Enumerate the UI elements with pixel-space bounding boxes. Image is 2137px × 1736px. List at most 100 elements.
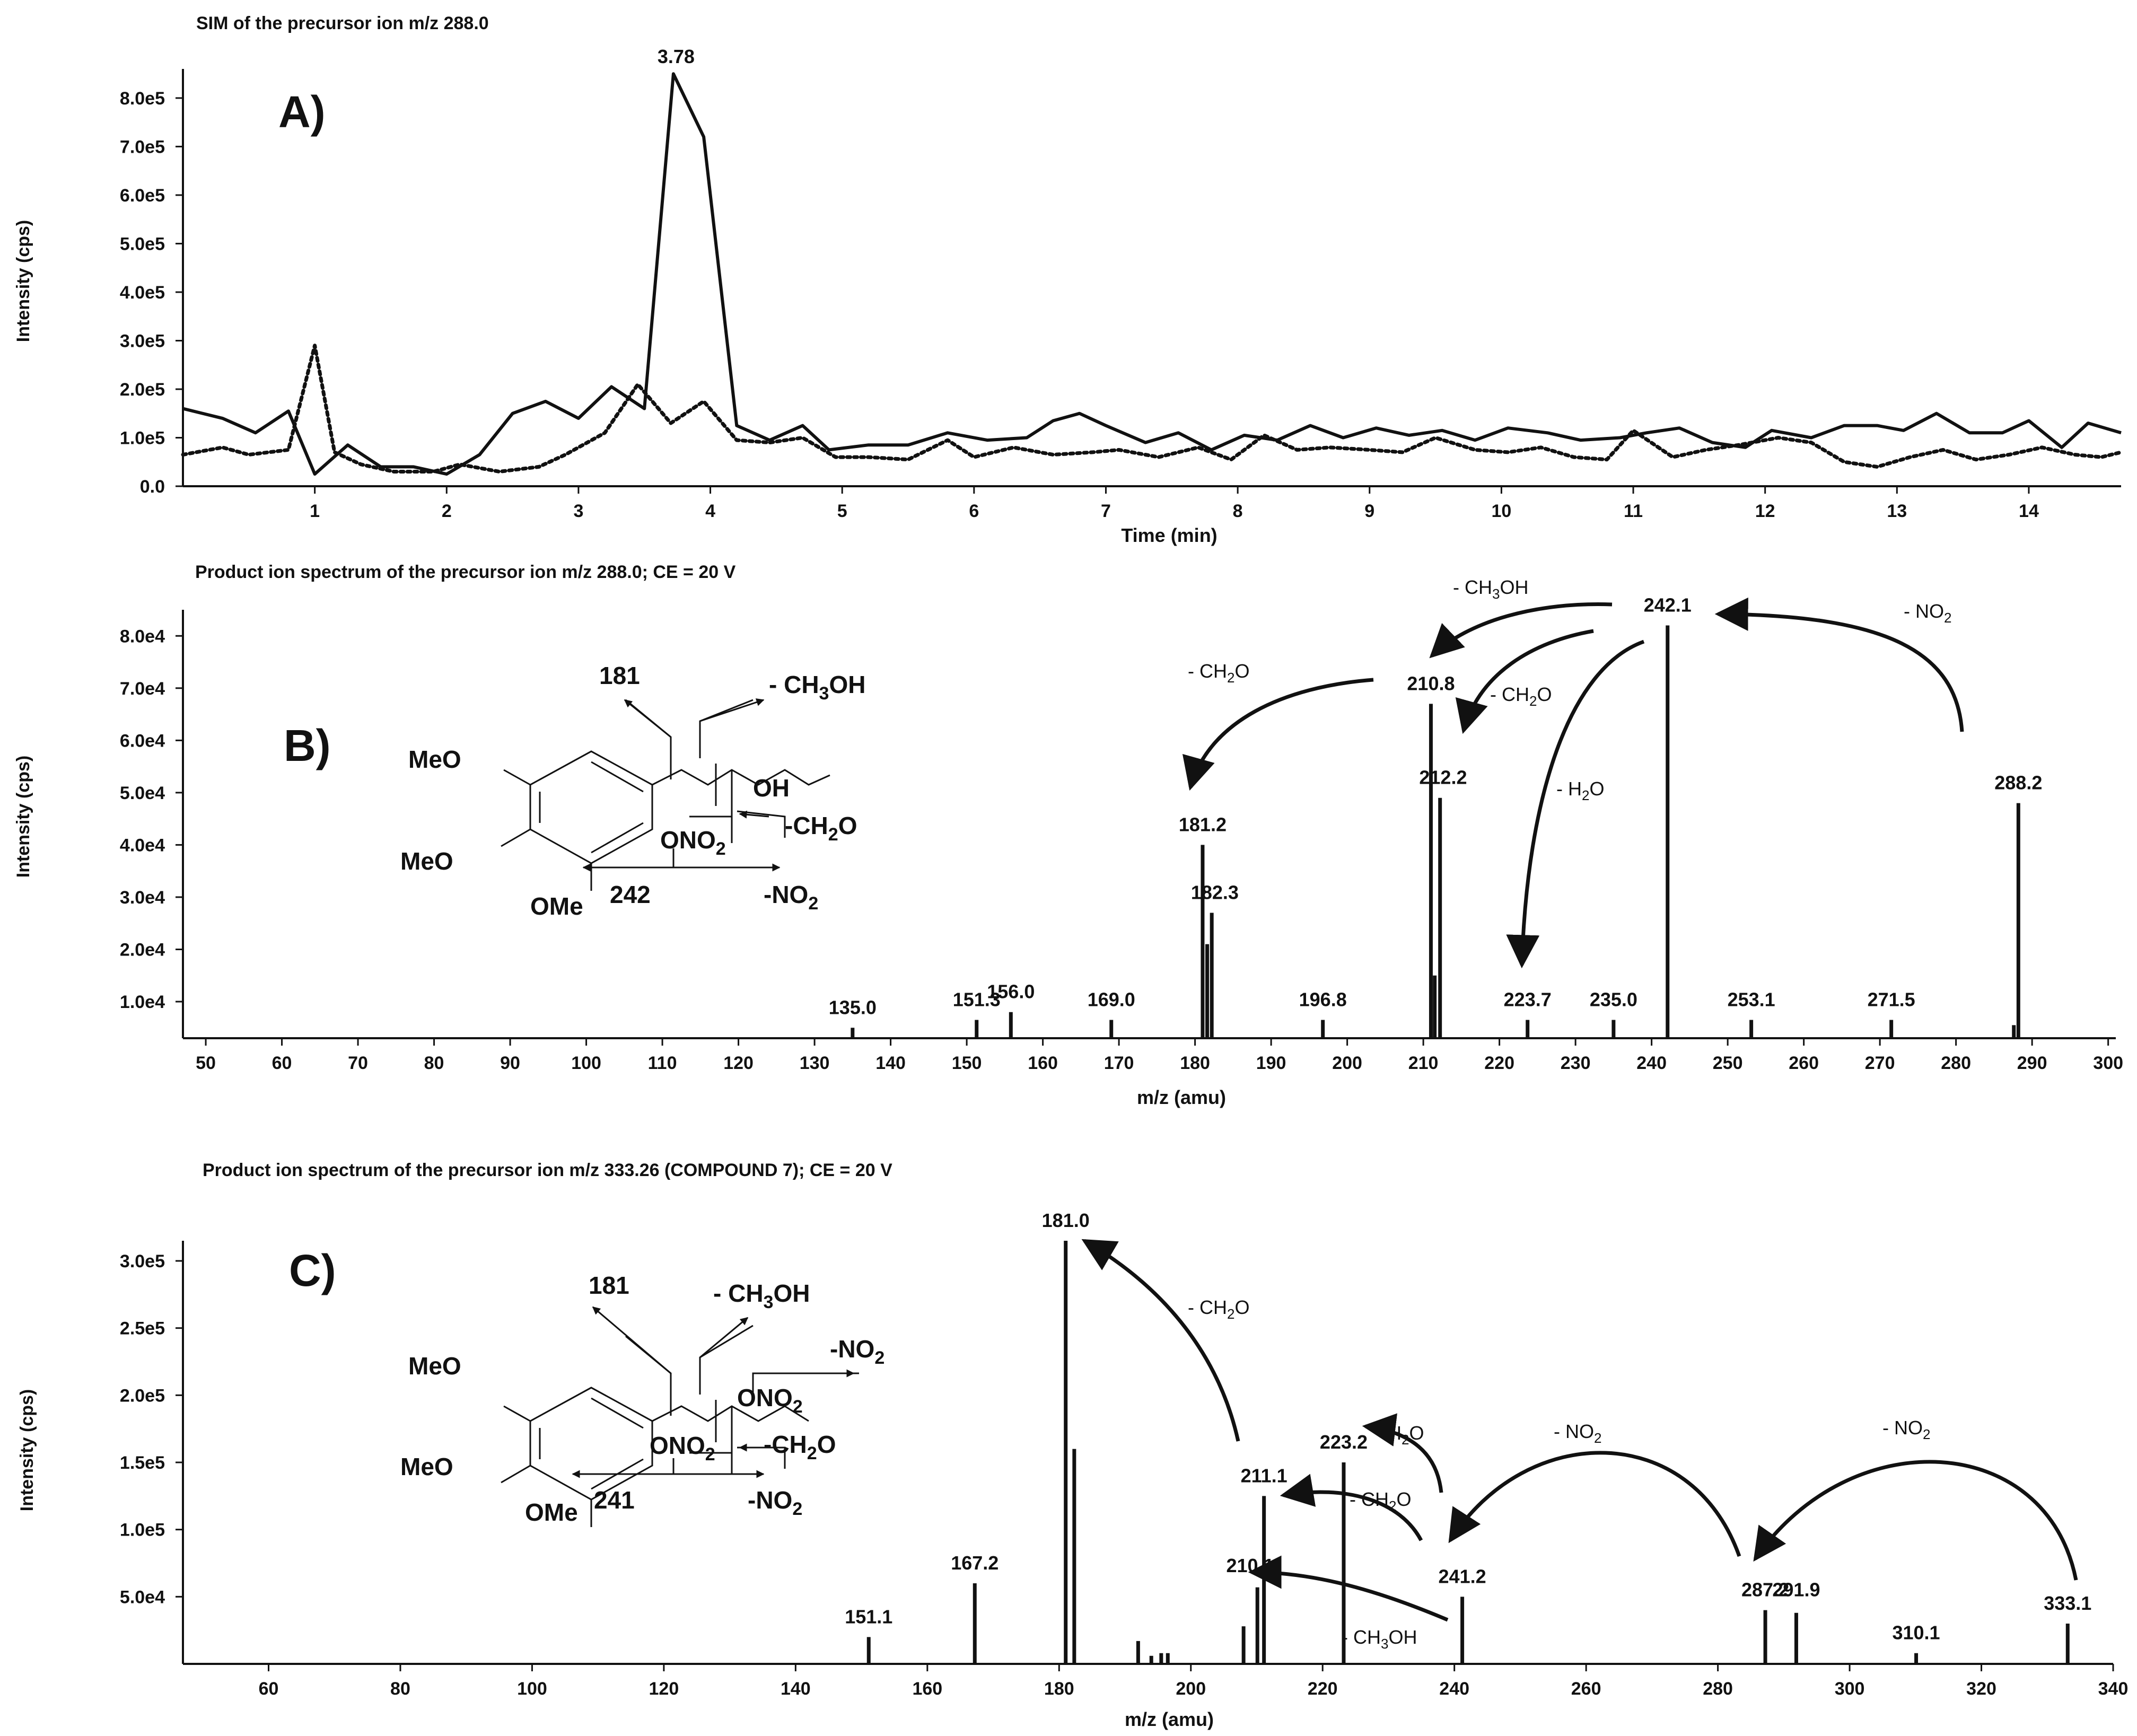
x-tick-label-b: 80: [424, 1053, 444, 1073]
panel-c-loss-arrows: [1081, 1239, 2078, 1622]
panel-c-ylabel: Intensity (cps): [17, 1389, 37, 1511]
panel-b-loss-labels: - CH3OH - NO2 - CH2O - CH2O - H2O: [1188, 576, 1951, 803]
loss-no2-structure-c: -NO2: [748, 1486, 802, 1519]
x-tick-label-b: 160: [1028, 1053, 1058, 1073]
y-tick-label-b: 6.0e4: [120, 731, 165, 751]
ono2-lower-c: ONO2: [650, 1432, 715, 1465]
peak-label: 210.8: [1407, 672, 1455, 694]
peak-label: 287.2: [1741, 1579, 1789, 1601]
panel-b-ylabel: Intensity (cps): [13, 756, 33, 878]
peak-label-a: 3.78: [658, 46, 695, 67]
x-tick-label-a: 8: [1233, 501, 1243, 521]
arrow-210-to-181-ch2o: [1183, 678, 1374, 791]
x-tick-label-c: 200: [1176, 1679, 1206, 1699]
meo-mid-c: MeO: [400, 1453, 453, 1480]
loss-ch3oh-structure-b: - CH3OH: [769, 671, 865, 704]
x-tick-label-c: 120: [649, 1679, 679, 1699]
panel-c-peaks: 151.1167.2181.0210.1211.1223.2241.2287.2…: [845, 1209, 2091, 1664]
y-tick-label-a: 2.0e5: [120, 380, 165, 400]
peak-label: 291.9: [1772, 1579, 1820, 1601]
arrow-241-to-211-ch2o: [1280, 1474, 1423, 1541]
y-tick-label-c: 5.0e4: [120, 1587, 165, 1607]
panel-c-label: C): [289, 1246, 336, 1295]
meo-mid-b: MeO: [400, 847, 453, 875]
benzene-inner-bonds-b: [539, 761, 644, 854]
x-tick-label-b: 110: [648, 1053, 677, 1073]
loss-label-ch2o-b2: - CH2O: [1490, 683, 1552, 709]
meo-top-c: MeO: [408, 1352, 461, 1380]
x-tick-label-c: 220: [1308, 1679, 1338, 1699]
x-tick-label-a: 3: [573, 501, 583, 521]
peak-label: 211.1: [1241, 1465, 1288, 1486]
x-tick-label-a: 4: [705, 501, 715, 521]
x-tick-label-a: 6: [969, 501, 979, 521]
x-tick-label-c: 260: [1571, 1679, 1601, 1699]
x-tick-label-c: 340: [2098, 1679, 2129, 1699]
y-tick-label-c: 2.5e5: [120, 1319, 165, 1339]
x-tick-label-c: 140: [781, 1679, 811, 1699]
x-tick-label-a: 14: [2019, 501, 2039, 521]
peak-label: 333.1: [2044, 1592, 2091, 1614]
peak-label: 310.1: [1892, 1622, 1940, 1644]
peak-label: 288.2: [1994, 772, 2042, 794]
x-tick-label-b: 150: [952, 1053, 982, 1073]
panel-c: Product ion spectrum of the precursor io…: [17, 1160, 2128, 1730]
x-tick-label-b: 270: [1865, 1053, 1895, 1073]
ono2-upper-c: ONO2: [737, 1384, 803, 1417]
panel-b-title: Product ion spectrum of the precursor io…: [195, 562, 736, 582]
x-tick-label-c: 240: [1439, 1679, 1469, 1699]
peak-label: 271.5: [1868, 989, 1915, 1011]
arrow-181-b: [624, 699, 671, 738]
panel-a-series: 3.78: [181, 46, 2123, 476]
loss-ch3oh-structure-c: - CH3OH: [713, 1279, 810, 1312]
arrow-181-c: [592, 1306, 671, 1374]
x-tick-label-b: 250: [1713, 1053, 1743, 1073]
panel-c-axes: 60 80 100 120 140 160 180 200 220 240 260 280 300 320…: [120, 1241, 2128, 1699]
panel-b-loss-arrows: [1183, 597, 1964, 969]
loss-no2-structure-b: -NO2: [764, 881, 818, 914]
panel-a-axes: 1 2 3 4 5 6 7 8 9 10 11 12 13 140.01.0e52.0e53.0e54.0…: [120, 69, 2121, 521]
panel-a-label: A): [278, 87, 326, 137]
fragment-241-c: 241: [594, 1486, 635, 1514]
x-tick-label-b: 210: [1408, 1053, 1439, 1073]
x-tick-label-b: 190: [1256, 1053, 1286, 1073]
x-tick-label-c: 300: [1835, 1679, 1865, 1699]
x-tick-label-a: 11: [1624, 501, 1643, 521]
y-tick-label-c: 3.0e5: [120, 1251, 165, 1272]
x-tick-label-b: 260: [1789, 1053, 1819, 1073]
y-tick-label-a: 6.0e5: [120, 186, 165, 206]
panel-b-axes: 50 60 70 80 90 100 110 120 130 140 150 160 170 180 190…: [120, 610, 2123, 1073]
ome-c: OMe: [525, 1498, 578, 1526]
y-tick-label-b: 1.0e4: [120, 992, 165, 1012]
arrow-288-to-242-no2: [1714, 597, 1964, 732]
peak-label: 223.7: [1504, 989, 1552, 1011]
y-tick-label-c: 1.0e5: [120, 1520, 165, 1540]
benzene-inner-bonds-c: [539, 1397, 644, 1490]
x-tick-label-a: 1: [310, 501, 320, 521]
peak-label: 151.1: [845, 1606, 892, 1627]
peak-label: 196.8: [1299, 989, 1347, 1011]
y-tick-label-a: 5.0e5: [120, 234, 165, 254]
peak-label: 181.0: [1042, 1209, 1090, 1231]
y-tick-label-b: 4.0e4: [120, 835, 165, 855]
arrow-241-to-210-ch3oh: [1248, 1555, 1449, 1622]
x-tick-label-b: 200: [1332, 1053, 1362, 1073]
x-tick-label-c: 100: [517, 1679, 547, 1699]
peak-label: 241.2: [1439, 1565, 1486, 1587]
loss-label-no2-c2: - NO2: [1882, 1417, 1930, 1442]
x-tick-label-a: 9: [1364, 501, 1374, 521]
loss-ch2o-structure-c: -CH2O: [764, 1431, 836, 1463]
loss-label-no2-c1: - NO2: [1554, 1421, 1601, 1446]
loss-label-no2-b: - NO2: [1904, 600, 1951, 626]
arrow-211-to-181-ch2o: [1081, 1239, 1240, 1442]
ome-b: OMe: [530, 892, 583, 920]
series-line-solid: [182, 72, 2122, 476]
arrow-242-to-212-ch2o: [1455, 629, 1594, 734]
x-tick-label-c: 80: [390, 1679, 410, 1699]
substituent-bonds-c: [501, 1405, 809, 1527]
substituent-bonds-b: [501, 769, 830, 891]
panel-b: Product ion spectrum of the precursor io…: [13, 562, 2123, 1108]
x-tick-label-b: 70: [348, 1053, 368, 1073]
